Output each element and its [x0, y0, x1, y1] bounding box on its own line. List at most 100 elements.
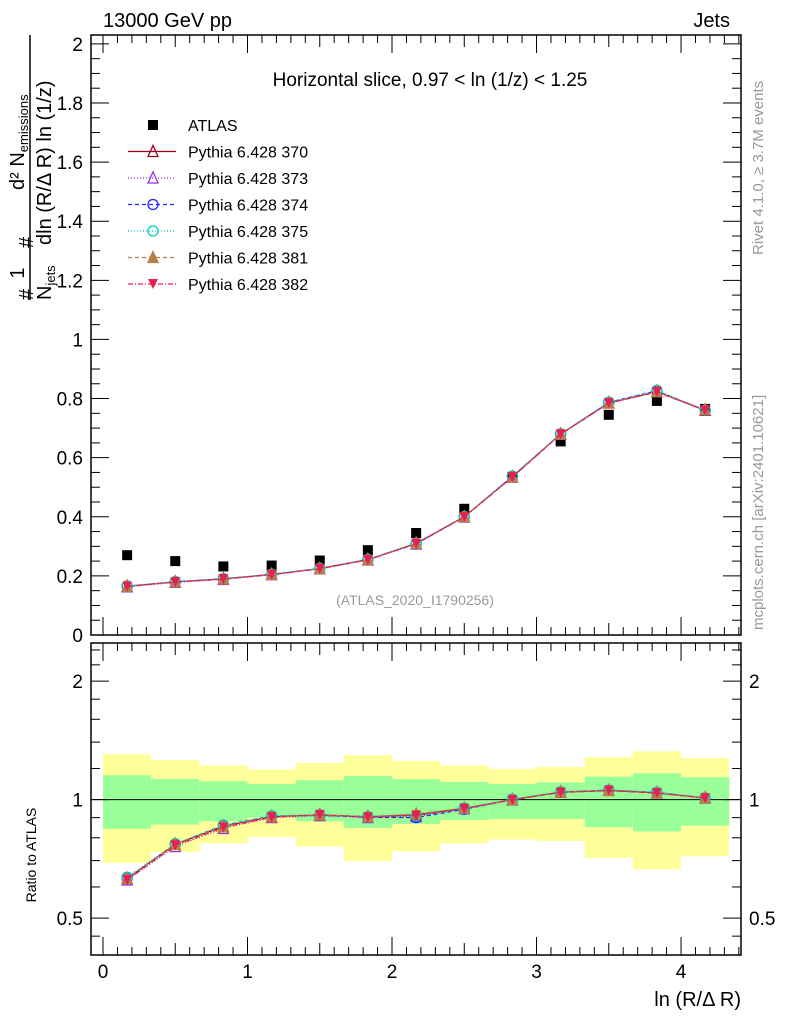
legend-marker [146, 143, 160, 158]
series-line [127, 390, 706, 587]
x-tick-label: 2 [387, 962, 398, 983]
legend-label: Pythia 6.428 370 [188, 145, 308, 162]
ratio-point [603, 785, 614, 796]
legend-marker [146, 249, 160, 264]
series-line [127, 391, 706, 587]
ylabel-hash2: # [16, 236, 38, 248]
header-left: 13000 GeV pp [103, 10, 232, 32]
ratio-point [266, 812, 277, 823]
ratio-point [314, 809, 325, 820]
ratio-y-tick-label: 2 [749, 672, 760, 693]
data-point [411, 528, 422, 539]
data-point [603, 409, 614, 420]
legend-label: Pythia 6.428 373 [188, 171, 308, 188]
ylabel-hash: # [16, 288, 38, 300]
data-point [314, 563, 325, 574]
data-point [266, 560, 277, 571]
ratio-point [700, 793, 711, 804]
main-frame [90, 34, 742, 636]
data-point [170, 577, 181, 588]
y-tick-label: 0.2 [57, 567, 83, 588]
ratio-y-tick-label: 1 [749, 791, 760, 812]
x-axis-label: ln (R/Δ R) [654, 989, 741, 1011]
data-point [314, 555, 325, 566]
series-line [127, 391, 706, 588]
data-point [362, 554, 373, 565]
data-point [362, 545, 373, 556]
data-point [218, 561, 229, 572]
legend-label: Pythia 6.428 381 [188, 251, 308, 268]
ratio-y-tick-label: 2 [72, 672, 83, 693]
ratio-band-inner [151, 778, 200, 825]
ratio-point [507, 794, 518, 805]
y-tick-label: 0.6 [57, 449, 83, 470]
data-point [507, 472, 518, 483]
ratio-band-inner [632, 773, 681, 832]
ratio-point [411, 810, 422, 821]
y-tick-label: 0 [72, 626, 83, 647]
data-point [651, 387, 662, 398]
ratio-point [122, 874, 133, 885]
legend-marker [147, 198, 159, 211]
x-tick-label: 4 [676, 962, 687, 983]
data-point [266, 569, 277, 580]
header-right: Jets [693, 10, 730, 32]
legend-marker [147, 225, 159, 237]
y-tick-label: 1.6 [57, 153, 83, 174]
ratio-y-tick-label: 1 [72, 791, 83, 812]
data-point [555, 429, 566, 440]
legend-label: Pythia 6.428 382 [188, 277, 308, 294]
ratio-point [651, 788, 662, 799]
ratio-point [362, 812, 373, 823]
side-text-top: Rivet 4.1.0, ≥ 3.7M events [750, 81, 767, 255]
data-point [459, 512, 470, 523]
y-tick-label: 2 [72, 35, 83, 56]
data-point [170, 556, 181, 567]
ratio-y-label: Ratio to ATLAS [23, 808, 39, 903]
legend-marker [146, 170, 160, 184]
legend: ATLAS Pythia 6.428 370 Pythia 6.428 373 Pyt… [128, 118, 308, 294]
legend-label: ATLAS [188, 118, 238, 135]
plot-title: Horizontal slice, 0.97 < ln (1/z) < 1.25 [273, 70, 588, 91]
series-line [127, 391, 706, 587]
legend-marker [148, 279, 158, 289]
series-line [127, 390, 706, 588]
ratio-point [218, 822, 229, 833]
ratio-point [555, 787, 566, 798]
ylabel-njets: Njets [34, 265, 58, 300]
x-tick-label: 3 [531, 962, 542, 983]
ratio-y-tick-label: 0.5 [749, 909, 775, 930]
ylabel-one: 1 [7, 267, 29, 278]
y-tick-label: 0.4 [57, 508, 84, 529]
legend-marker [148, 120, 158, 130]
ylabel-denominator: dln (R/Δ R) ln (1/z) [34, 80, 56, 245]
legend-label: Pythia 6.428 374 [188, 198, 308, 215]
data-point [122, 550, 133, 561]
y-axis-label: # 1 Njets # d² Nemissions dln (R/Δ R) ln… [7, 35, 58, 300]
data-point [122, 581, 133, 592]
series-line [127, 389, 706, 587]
y-tick-label: 0.8 [57, 390, 83, 411]
data-point [700, 405, 711, 416]
ratio-point [459, 803, 470, 814]
data-point [555, 436, 566, 447]
legend-label: Pythia 6.428 375 [188, 224, 308, 241]
side-text-bottom: mcplots.cern.ch [arXiv:2401.10621] [750, 395, 767, 630]
y-tick-label: 1.2 [57, 271, 83, 292]
x-tick-label: 0 [98, 962, 109, 983]
ratio-point [170, 840, 181, 851]
data-point [459, 503, 470, 514]
y-tick-label: 1 [72, 330, 83, 351]
ratio-frame [90, 642, 742, 956]
data-point [218, 574, 229, 585]
y-tick-label: 1.8 [57, 94, 83, 115]
ratio-band-inner [103, 775, 152, 829]
y-tick-label: 1.4 [57, 212, 84, 233]
watermark: (ATLAS_2020_I1790256) [336, 592, 494, 608]
ratio-y-tick-label: 0.5 [57, 909, 83, 930]
data-point [651, 395, 662, 406]
data-point [411, 538, 422, 549]
ylabel-numerator: d² Nemissions [7, 94, 31, 190]
data-point [603, 398, 614, 409]
